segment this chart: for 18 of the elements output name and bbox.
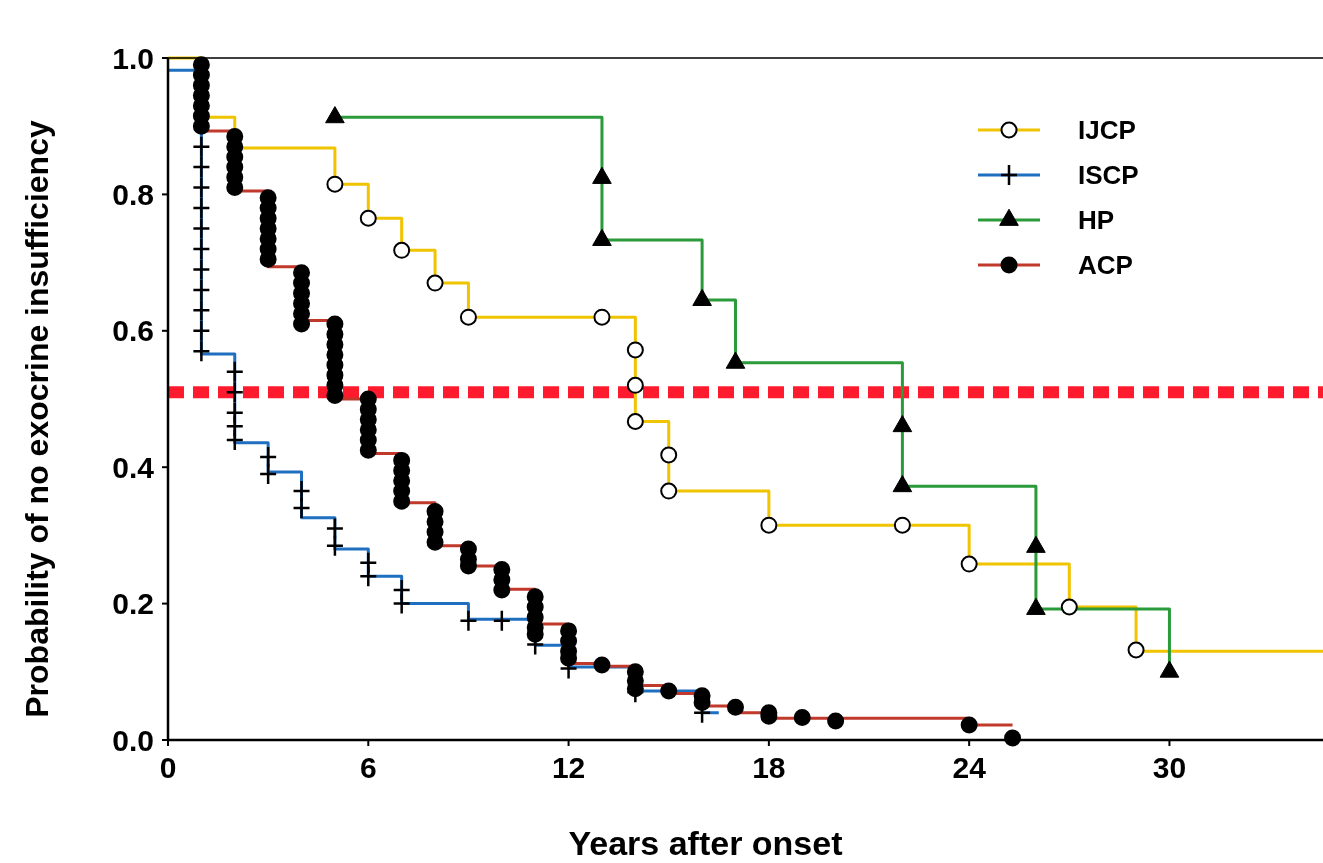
x-tick-label: 6 [359,751,377,784]
y-tick-label: 0.0 [112,723,154,757]
legend-label: IJCP [1078,115,1136,146]
y-tick-label: 0.4 [112,450,155,484]
y-tick-label: 0.8 [112,177,154,211]
y-tick-label: 1.0 [112,41,154,75]
y-tick-label: 0.6 [112,314,154,348]
x-axis-title: Years after onset [568,824,843,862]
y-tick-label: 0.2 [112,587,154,621]
legend-label: ACP [1078,250,1133,281]
x-tick-label: 24 [952,751,987,784]
x-tick-label: 18 [752,751,786,784]
x-tick-label: 12 [551,751,586,784]
x-tick-label: 0 [159,751,177,784]
y-axis-title: Probability of no exocrine insufficiency [19,120,55,718]
x-tick-label: 30 [1152,751,1187,784]
legend-label: ISCP [1078,160,1139,191]
legend-label: HP [1078,205,1115,236]
